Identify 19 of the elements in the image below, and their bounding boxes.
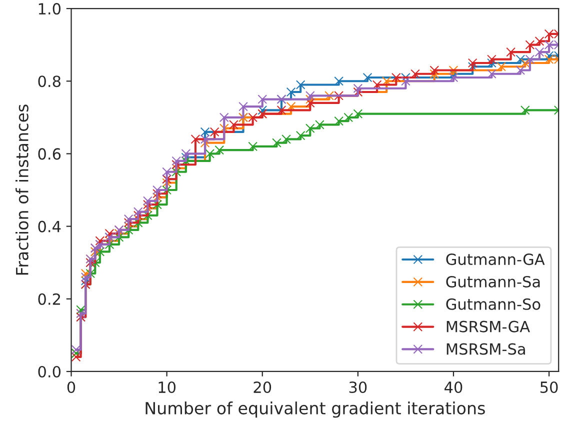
y-tick-label: 0.2 — [38, 293, 60, 305]
legend-label: Gutmann-So — [446, 298, 540, 310]
x-tick-label: 50 — [540, 381, 558, 394]
x-axis-title: Number of equivalent gradient iterations — [146, 402, 485, 418]
legend-label: Gutmann-Sa — [446, 276, 540, 288]
y-tick-label: 1.0 — [38, 3, 61, 15]
legend-label: MSRSM-GA — [446, 320, 530, 332]
x-tick-label: 0 — [67, 381, 76, 394]
y-tick-label: 0.6 — [38, 148, 61, 160]
y-tick-label: 0.4 — [38, 220, 61, 232]
x-tick-label: 10 — [158, 381, 176, 394]
x-tick-label: 30 — [349, 381, 367, 394]
x-tick-label: 40 — [444, 381, 462, 394]
x-tick-label: 20 — [254, 381, 272, 394]
y-axis-title: Fraction of instances — [16, 104, 28, 275]
y-tick-label: 0.8 — [38, 76, 60, 88]
legend-label: MSRSM-Sa — [446, 343, 525, 355]
legend-label: Gutmann-GA — [446, 254, 545, 266]
y-tick-label: 0.0 — [38, 366, 61, 378]
